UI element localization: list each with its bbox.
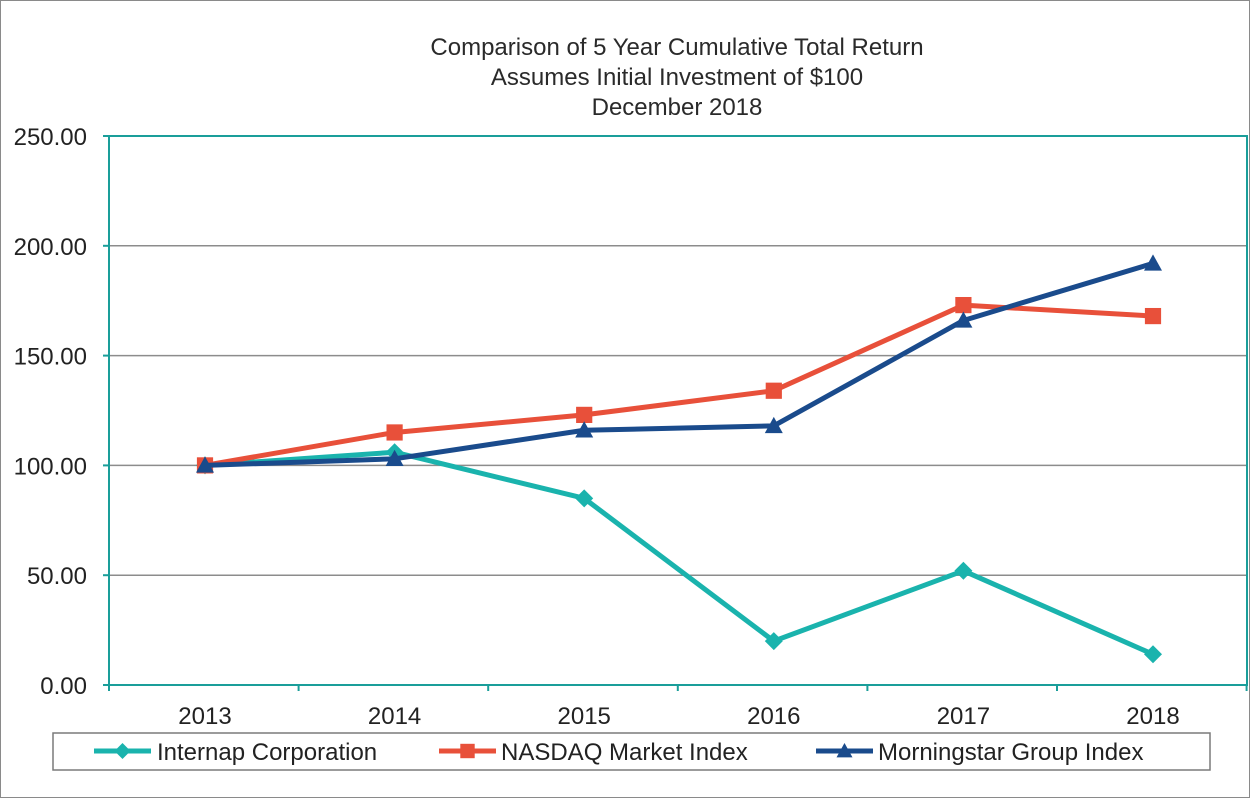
plot-area-border [108,135,1248,686]
y-tick-label-0: 0.00 [40,673,87,700]
legend-label: NASDAQ Market Index [501,739,748,766]
y-tick-label-2: 100.00 [14,453,87,480]
data-point-nasdaq-market-index-2016 [765,382,782,399]
chart-subtitle-date: December 2018 [592,94,763,121]
y-tick-label-5: 250.00 [14,124,87,151]
legend-item-internap-corporation: Internap Corporation [94,739,377,766]
x-tick-label-2017: 2017 [937,703,990,730]
series-nasdaq-market-index [196,296,1162,474]
legend-label: Morningstar Group Index [878,739,1143,766]
legend-swatch-marker [460,743,475,759]
data-point-internap-corporation-2016 [764,632,783,651]
chart-title: Comparison of 5 Year Cumulative Total Re… [430,34,923,61]
legend-swatch-marker [114,743,131,759]
legend-label: Internap Corporation [157,739,377,766]
data-point-morningstar-group-index-2018 [1144,254,1162,271]
data-point-morningstar-group-index-2015 [575,421,594,438]
legend-item-nasdaq-market-index: NASDAQ Market Index [439,739,748,766]
data-point-morningstar-group-index-2017 [954,311,973,328]
legend-swatch-marker [836,743,853,758]
legend: Internap Corporation NASDAQ Market Index M… [52,732,1211,771]
chart-subtitle: Assumes Initial Investment of $100 [491,64,863,91]
y-tick-label-3: 150.00 [14,344,87,371]
x-tick-label-2013: 2013 [178,703,231,730]
data-point-internap-corporation-2018 [1144,645,1162,664]
data-point-morningstar-group-index-2013 [196,456,214,473]
y-tick-label-1: 50.00 [27,563,87,590]
x-tick-label-2016: 2016 [747,703,800,730]
x-tick-label-2018: 2018 [1126,703,1179,730]
series-internap-corporation [196,443,1162,664]
legend-item-morningstar-group-index: Morningstar Group Index [816,739,1143,766]
data-point-internap-corporation-2015 [575,489,594,508]
series-line-nasdaq-market-index [202,302,1156,468]
series-morningstar-group-index [196,254,1162,473]
data-point-nasdaq-market-index-2018 [1144,307,1162,325]
data-point-internap-corporation-2017 [954,561,973,580]
series-line-internap-corporation [202,449,1156,657]
data-point-nasdaq-market-index-2014 [386,424,403,441]
data-point-nasdaq-market-index-2015 [576,406,593,423]
legend-box [52,732,1211,771]
y-tick-label-4: 200.00 [14,234,87,261]
data-point-morningstar-group-index-2016 [764,416,783,434]
series-line-morningstar-group-index [202,260,1156,468]
x-tick-label-2015: 2015 [558,703,611,730]
data-point-morningstar-group-index-2014 [385,449,404,467]
x-tick-label-2014: 2014 [368,703,421,730]
data-point-nasdaq-market-index-2017 [955,296,972,314]
